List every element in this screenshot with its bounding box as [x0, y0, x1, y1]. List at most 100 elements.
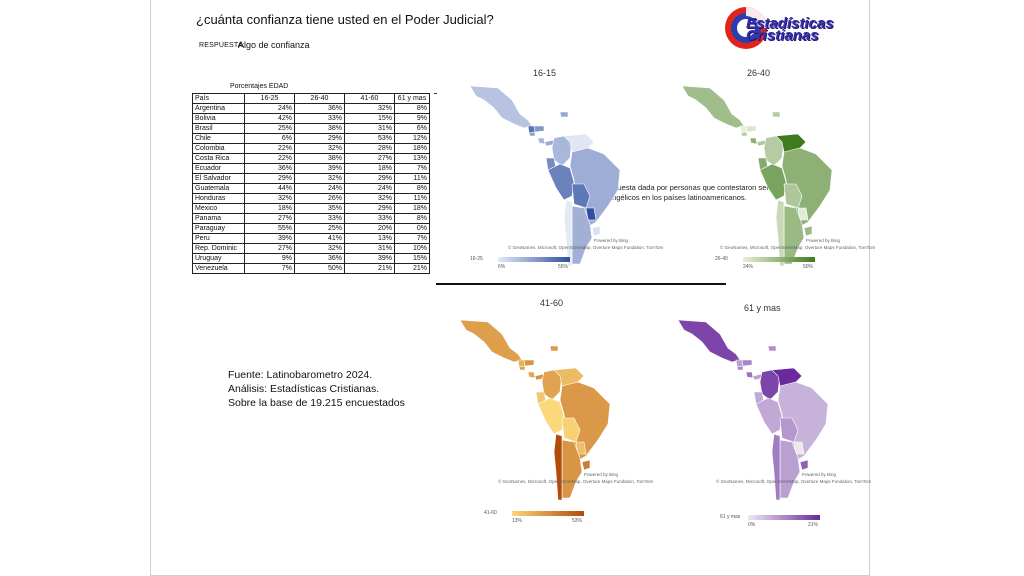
table-cell-value: 11%: [394, 173, 430, 184]
table-cell-value: 8%: [394, 103, 430, 114]
table-column-header: 61 y mas: [394, 93, 430, 104]
legend-label: 26-40: [715, 256, 728, 262]
table-row: Honduras 32% 26% 32% 11%: [192, 193, 430, 204]
table-cell-value: 11%: [394, 193, 430, 204]
map-region-honduras: [523, 359, 535, 367]
table-cell-value: 7%: [394, 233, 430, 244]
table-cell-value: 7%: [244, 263, 295, 274]
table-cell-value: 21%: [344, 263, 395, 274]
table-cell-value: 36%: [244, 163, 295, 174]
table-cell-value: 22%: [244, 143, 295, 154]
table-column-header: 16-25: [244, 93, 295, 104]
table-cell-value: 18%: [244, 203, 295, 214]
map-region-bolivia: [779, 417, 799, 443]
map-region-chile: [563, 199, 573, 267]
table-cell-value: 31%: [344, 123, 395, 134]
table-cell-value: 27%: [344, 153, 395, 164]
table-row: Chile 6% 29% 53% 12%: [192, 133, 430, 144]
table-cell-value: 18%: [394, 203, 430, 214]
map-region-uruguay: [591, 225, 601, 237]
table-cell-value: 24%: [344, 183, 395, 194]
table-cell-value: 0%: [394, 223, 430, 234]
table-row: Rep. Dominic 27% 32% 31% 10%: [192, 243, 430, 254]
table-cell-value: 44%: [244, 183, 295, 194]
legend-label: 41-60: [484, 510, 497, 516]
source-block: Fuente: Latinobarometro 2024. Análisis: …: [228, 368, 405, 410]
table-cell-country: Uruguay: [192, 253, 245, 264]
map-title: 26-40: [747, 68, 771, 78]
table-cell-value: 42%: [244, 113, 295, 124]
map-region-paraguay: [797, 207, 809, 221]
table-cell-value: 39%: [244, 233, 295, 244]
table-column-header: País: [192, 93, 245, 104]
table-cell-value: 39%: [344, 253, 395, 264]
table-cell-country: Mexico: [192, 203, 245, 214]
legend-max-label: 55%: [558, 264, 569, 270]
table-cell-value: 33%: [294, 213, 345, 224]
map-region-chile: [771, 433, 781, 501]
source-line: Fuente: Latinobarometro 2024.: [228, 369, 373, 381]
map-region-paraguay: [793, 441, 805, 455]
map-region-mexico: [677, 319, 741, 363]
map-credits: © GeoNames, Microsoft, OpenStreetMap, Ov…: [716, 479, 872, 484]
map-region-chile: [553, 433, 563, 501]
table-cell-value: 29%: [294, 133, 345, 144]
table-cell-value: 18%: [394, 143, 430, 154]
table-cell-value: 25%: [244, 123, 295, 134]
map-region-peru: [759, 163, 787, 201]
table-row: Uruguay 9% 36% 39% 15%: [192, 253, 430, 264]
table-body: Argentina 24% 36% 32% 8% Bolivia 42% 33% 15% 9% Br…: [192, 103, 430, 274]
table-cell-value: 7%: [394, 163, 430, 174]
map-region-bolivia: [571, 183, 591, 209]
table-cell-value: 10%: [394, 243, 430, 254]
table-cell-country: Bolivia: [192, 113, 245, 124]
divider-tick: [434, 93, 437, 94]
table-cell-country: Peru: [192, 233, 245, 244]
table-cell-country: Ecuador: [192, 163, 245, 174]
response-label: RESPUESTA:: [199, 42, 245, 49]
table-row: Costa Rica 22% 38% 27% 13%: [192, 153, 430, 164]
table-cell-value: 9%: [244, 253, 295, 264]
table-cell-value: 32%: [244, 193, 295, 204]
table-cell-value: 9%: [394, 113, 430, 124]
map-powered-by: Powered by Bing: [805, 238, 840, 243]
map-region-rep-dominic: [767, 345, 777, 352]
map-region-paraguay: [585, 207, 597, 221]
table-cell-value: 20%: [344, 223, 395, 234]
table-cell-country: Chile: [192, 133, 245, 144]
table-row: Mexico 18% 35% 29% 18%: [192, 203, 430, 214]
map-powered-by: Powered by Bing: [801, 472, 836, 477]
map-region-costa-rica: [749, 137, 758, 145]
table-cell-country: Colombia: [192, 143, 245, 154]
table-column-header: 41-60: [344, 93, 395, 104]
table-cell-value: 55%: [244, 223, 295, 234]
table-row: Venezuela 7% 50% 21% 21%: [192, 263, 430, 274]
map-credits: © GeoNames, Microsoft, OpenStreetMap, Ov…: [498, 479, 654, 484]
table-cell-value: 25%: [294, 223, 345, 234]
legend-min-label: 13%: [512, 518, 523, 524]
table-cell-value: 22%: [244, 153, 295, 164]
table-cell-value: 36%: [294, 253, 345, 264]
table-cell-country: Paraguay: [192, 223, 245, 234]
table-row: Ecuador 36% 39% 18% 7%: [192, 163, 430, 174]
map-title: 41-60: [540, 298, 564, 308]
table-row: Brasil 25% 38% 31% 6%: [192, 123, 430, 134]
table-cell-value: 15%: [394, 253, 430, 264]
map-credits: © GeoNames, Microsoft, OpenStreetMap, Ov…: [508, 245, 664, 250]
table-cell-value: 32%: [294, 173, 345, 184]
table-cell-country: Guatemala: [192, 183, 245, 194]
legend-label: 61 y mas: [720, 514, 741, 520]
map-region-mexico: [681, 85, 745, 129]
legend-max-label: 50%: [803, 264, 814, 270]
map-region-paraguay: [575, 441, 587, 455]
map-region-rep-dominic: [771, 111, 781, 118]
table-cell-value: 24%: [294, 183, 345, 194]
table-cell-country: Venezuela: [192, 263, 245, 274]
table-column-header: 26-40: [294, 93, 345, 104]
map-powered-by: Powered by Bing: [593, 238, 628, 243]
table-cell-country: Costa Rica: [192, 153, 245, 164]
map-region-mexico: [469, 85, 533, 129]
table-cell-value: 24%: [244, 103, 295, 114]
table-cell-value: 32%: [294, 243, 345, 254]
table-cell-value: 8%: [394, 213, 430, 224]
